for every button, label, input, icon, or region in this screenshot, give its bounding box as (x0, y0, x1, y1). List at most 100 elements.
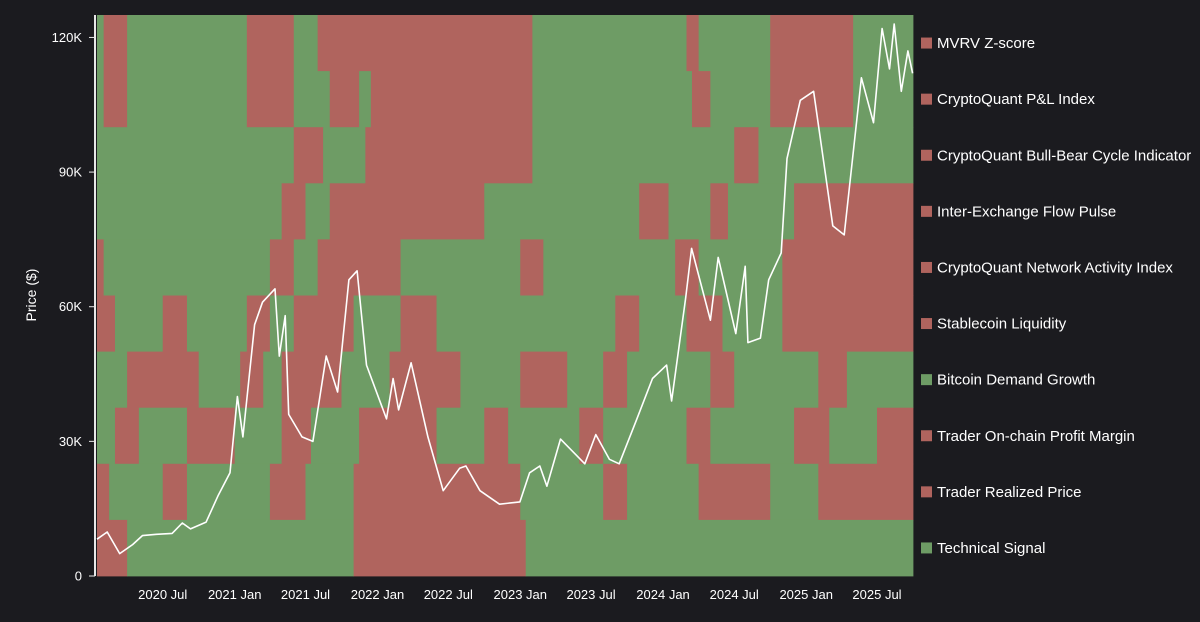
heat-cell-mvrv-z-score (686, 15, 700, 72)
legend-swatch-mvrv-z-score (921, 37, 932, 49)
heat-cell-cryptoquant-bull-bear-cycle-indicator (293, 127, 324, 184)
legend-swatch-inter-exchange-flow-pulse (921, 205, 932, 217)
heat-cell-stablecoin-liquidity (353, 295, 401, 352)
heat-cell-technical-signal (127, 519, 355, 577)
heat-cell-cryptoquant-network-activity-index (269, 239, 295, 296)
heat-cell-bitcoin-demand-growth (263, 351, 283, 409)
x-tick-label: 2022 Jan (351, 587, 405, 602)
heat-cell-cryptoquant-bull-bear-cycle-indicator (758, 127, 914, 184)
heat-cell-technical-signal (97, 519, 128, 577)
heat-cell-cryptoquant-network-activity-index (400, 239, 521, 296)
heat-cell-bitcoin-demand-growth (97, 351, 128, 409)
legend-label-inter-exchange-flow-pulse: Inter-Exchange Flow Pulse (937, 203, 1116, 220)
heat-cell-inter-exchange-flow-pulse (794, 183, 914, 240)
x-tick-label: 2025 Jul (852, 587, 901, 602)
y-axis-ticks: 0 30K 60K 90K 120K (52, 30, 95, 584)
heat-cell-cryptoquant-p-l-index (710, 71, 771, 128)
heat-cell-trader-realized-price (853, 463, 914, 521)
heat-cell-inter-exchange-flow-pulse (710, 183, 729, 240)
heat-cell-trader-realized-price (520, 463, 604, 521)
heat-cell-cryptoquant-p-l-index (293, 71, 331, 128)
heat-cell-bitcoin-demand-growth (198, 351, 241, 409)
heat-cell-trader-on-chain-profit-margin (484, 407, 509, 465)
heat-cell-technical-signal (353, 519, 527, 577)
heat-cell-trader-on-chain-profit-margin (710, 407, 795, 465)
heat-cell-stablecoin-liquidity (436, 295, 616, 352)
heat-cell-stablecoin-liquidity (400, 295, 437, 352)
heat-cell-mvrv-z-score (103, 15, 128, 72)
x-tick-label: 2023 Jul (566, 587, 615, 602)
heat-cell-trader-on-chain-profit-margin (281, 407, 312, 465)
heat-cell-cryptoquant-p-l-index (359, 71, 372, 128)
heat-cell-trader-on-chain-profit-margin (794, 407, 830, 465)
heat-cell-stablecoin-liquidity (114, 295, 164, 352)
heat-cell-stablecoin-liquidity (97, 295, 116, 352)
heat-cell-trader-on-chain-profit-margin (877, 407, 914, 465)
heat-cell-cryptoquant-bull-bear-cycle-indicator (97, 127, 295, 184)
legend-label-stablecoin-liquidity: Stablecoin Liquidity (937, 316, 1067, 333)
heat-cell-trader-on-chain-profit-margin (310, 407, 360, 465)
y-axis-label: Price ($) (23, 269, 39, 322)
heat-cell-inter-exchange-flow-pulse (329, 183, 485, 240)
heat-cell-trader-realized-price (269, 463, 306, 521)
heat-cell-bitcoin-demand-growth (520, 351, 568, 409)
heat-cell-trader-on-chain-profit-margin (234, 407, 283, 465)
y-tick-label: 90K (59, 165, 82, 180)
heat-cell-bitcoin-demand-growth (567, 351, 604, 409)
legend-label-trader-on-chain-profit-margin: Trader On-chain Profit Margin (937, 428, 1135, 445)
x-tick-label: 2020 Jul (138, 587, 187, 602)
heat-cell-trader-realized-price (770, 463, 819, 521)
heat-cell-trader-realized-price (162, 463, 188, 521)
x-tick-label: 2021 Jul (281, 587, 330, 602)
legend-swatch-cryptoquant-bull-bear-cycle-indicator (921, 149, 932, 161)
heat-cell-bitcoin-demand-growth (281, 351, 342, 409)
heat-cell-cryptoquant-bull-bear-cycle-indicator (532, 127, 735, 184)
heat-cell-mvrv-z-score (853, 15, 914, 72)
heat-cell-cryptoquant-network-activity-index (782, 239, 914, 296)
heat-cell-bitcoin-demand-growth (846, 351, 914, 409)
y-tick-label: 30K (59, 434, 82, 449)
heat-cell-cryptoquant-p-l-index (127, 71, 248, 128)
heat-cell-cryptoquant-network-activity-index (293, 239, 319, 296)
heat-cell-cryptoquant-p-l-index (97, 71, 105, 128)
heat-cell-cryptoquant-network-activity-index (698, 239, 783, 296)
heat-cell-bitcoin-demand-growth (734, 351, 819, 409)
heat-cell-bitcoin-demand-growth (710, 351, 735, 409)
y-tick-label: 120K (52, 30, 83, 45)
heat-cell-cryptoquant-p-l-index (532, 71, 693, 128)
heat-cell-cryptoquant-bull-bear-cycle-indicator (323, 127, 366, 184)
heat-cell-mvrv-z-score (127, 15, 248, 72)
heat-cell-trader-on-chain-profit-margin (686, 407, 711, 465)
legend-label-mvrv-z-score: MVRV Z-score (937, 35, 1035, 52)
legend-swatch-cryptoquant-p-l-index (921, 93, 932, 105)
heat-cell-trader-on-chain-profit-margin (829, 407, 878, 465)
legend-swatch-bitcoin-demand-growth (921, 374, 932, 386)
heat-cell-stablecoin-liquidity (615, 295, 640, 352)
indicator-heatmap (97, 15, 914, 577)
heat-cell-stablecoin-liquidity (782, 295, 914, 352)
heat-cell-mvrv-z-score (698, 15, 771, 72)
heat-cell-mvrv-z-score (365, 15, 533, 72)
x-tick-label: 2023 Jan (494, 587, 548, 602)
legend-swatch-trader-realized-price (921, 486, 932, 498)
heat-cell-trader-on-chain-profit-margin (359, 407, 437, 465)
heat-cell-trader-realized-price (353, 463, 521, 521)
heat-cell-trader-realized-price (698, 463, 771, 521)
x-tick-label: 2021 Jan (208, 587, 262, 602)
heat-cell-cryptoquant-p-l-index (103, 71, 128, 128)
heat-cell-inter-exchange-flow-pulse (639, 183, 669, 240)
heat-cell-stablecoin-liquidity (186, 295, 248, 352)
heat-cell-trader-realized-price (305, 463, 355, 521)
heat-cell-trader-realized-price (186, 463, 271, 521)
x-tick-label: 2024 Jul (710, 587, 759, 602)
heat-cell-trader-realized-price (97, 463, 110, 521)
heat-cell-cryptoquant-p-l-index (370, 71, 533, 128)
price-line (96, 23, 914, 555)
x-axis-ticks: 2020 Jul 2021 Jan 2021 Jul 2022 Jan 2022 Jul… (138, 587, 902, 602)
heat-cell-bitcoin-demand-growth (603, 351, 628, 409)
heat-cell-bitcoin-demand-growth (818, 351, 848, 409)
legend-label-cryptoquant-network-activity-index: CryptoQuant Network Activity Index (937, 259, 1173, 276)
heat-cell-mvrv-z-score (246, 15, 295, 72)
heat-cell-inter-exchange-flow-pulse (668, 183, 711, 240)
